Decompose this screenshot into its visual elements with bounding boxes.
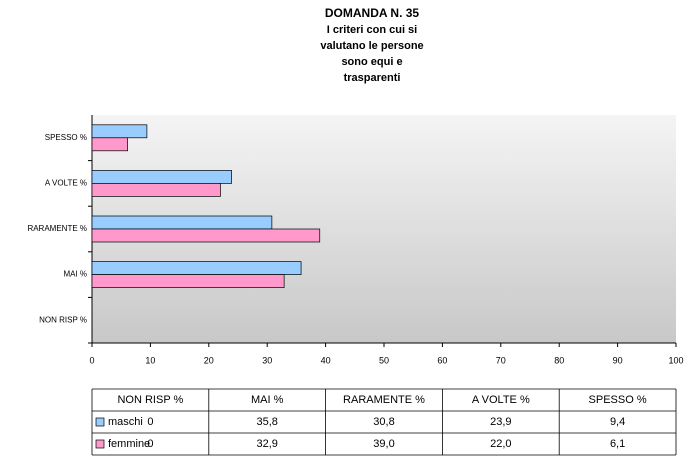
x-tick-label: 10 <box>145 355 155 365</box>
x-tick-label: 50 <box>379 355 389 365</box>
table-header: A VOLTE % <box>472 394 530 406</box>
chart-subtitle: I criteri con cui si <box>327 24 417 36</box>
x-tick-label: 20 <box>204 355 214 365</box>
table-value: 32,9 <box>256 438 277 450</box>
x-tick-label: 30 <box>262 355 272 365</box>
y-tick-label: NON RISP % <box>39 315 87 324</box>
y-tick-label: SPESSO % <box>45 133 87 142</box>
table-value: 30,8 <box>373 416 394 428</box>
bar <box>91 170 232 184</box>
bar <box>91 215 273 230</box>
bar <box>91 183 221 197</box>
x-tick-label: 70 <box>496 355 506 365</box>
table-value: 23,9 <box>490 416 511 428</box>
table-value: 9,4 <box>610 416 625 428</box>
bar <box>91 124 148 139</box>
table-value: 22,0 <box>490 438 511 450</box>
chart-subtitle: sono equi e <box>341 56 402 68</box>
bar <box>91 228 321 243</box>
chart-title: DOMANDA N. 35 <box>325 6 420 20</box>
x-tick-label: 60 <box>437 355 447 365</box>
x-tick-label: 90 <box>613 355 623 365</box>
legend-label: maschi <box>108 416 143 428</box>
table-value: 35,8 <box>256 416 277 428</box>
table-value: 0 <box>147 416 153 428</box>
x-tick-label: 100 <box>668 355 683 365</box>
chart-subtitle: trasparenti <box>344 72 401 84</box>
y-tick-label: A VOLTE % <box>45 179 87 188</box>
chart-subtitle: valutano le persone <box>320 40 423 52</box>
table-header: NON RISP % <box>117 394 183 406</box>
x-tick-label: 40 <box>321 355 331 365</box>
table-value: 6,1 <box>610 438 625 450</box>
bar <box>91 261 302 275</box>
legend-key <box>95 417 105 427</box>
bar <box>91 137 128 152</box>
legend-label: femmine <box>108 438 150 450</box>
table-header: MAI % <box>251 394 284 406</box>
y-tick-label: RARAMENTE % <box>27 224 87 233</box>
table-value: 0 <box>147 438 153 450</box>
table-header: RARAMENTE % <box>343 394 425 406</box>
y-tick-label: MAI % <box>63 270 87 279</box>
table-value: 39,0 <box>373 438 394 450</box>
x-tick-label: 80 <box>554 355 564 365</box>
table-header: SPESSO % <box>589 394 647 406</box>
x-tick-label: 0 <box>89 355 94 365</box>
legend-key <box>95 439 105 449</box>
bar <box>91 274 285 288</box>
